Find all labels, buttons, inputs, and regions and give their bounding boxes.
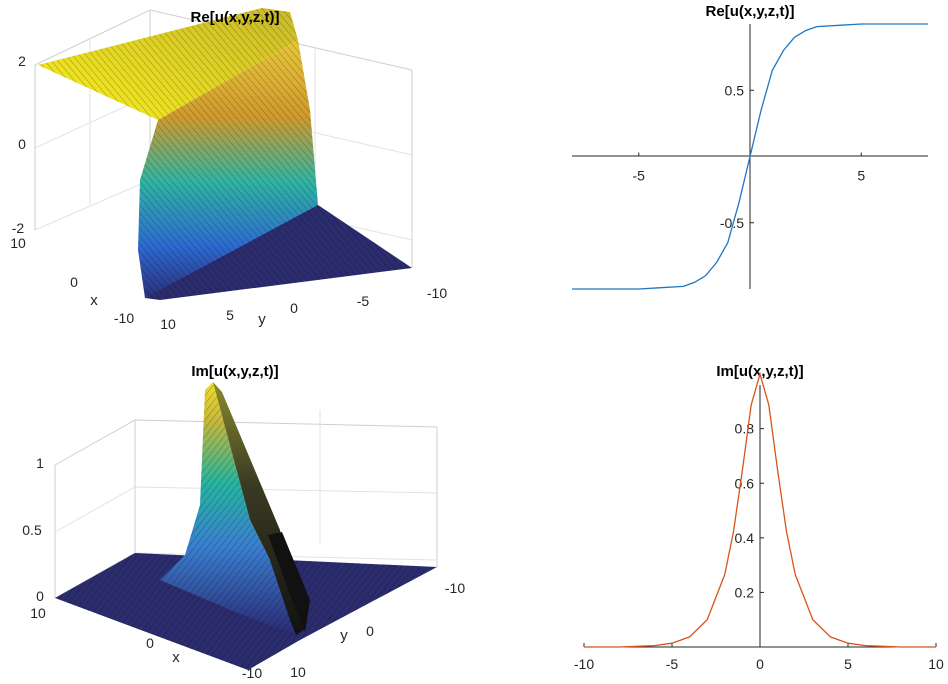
im-surface-xtick: 0 [146, 635, 154, 651]
im-surface-title: Im[u(x,y,z,t)] [191, 363, 278, 380]
re-surface-ztick: 0 [18, 136, 26, 152]
re-surface-ztick: 2 [18, 53, 26, 69]
im-surface-ztick: 0.5 [22, 522, 42, 538]
im-surface-ytick: -10 [445, 580, 465, 596]
im-surface-xtick: -10 [242, 665, 262, 681]
re-surface-plot: Re[u(x,y,z,t)] 2 0 -2 10 0 -10 x 10 5 0 … [10, 8, 447, 332]
im-surface-ytick: 10 [290, 664, 306, 680]
re-surface-ytick: 10 [160, 316, 176, 332]
im-surface-ylabel: y [340, 627, 348, 644]
im-line-xtick: 10 [928, 656, 944, 672]
im-line-xtick: -5 [666, 656, 679, 672]
im-line-xtick: 0 [756, 656, 764, 672]
re-line-plot: Re[u(x,y,z,t)] -5 5 0.5 -0.5 [572, 3, 928, 290]
im-line-xtick: -10 [574, 656, 594, 672]
im-surface-ridge-left-mesh [160, 382, 296, 635]
im-surface-xlabel: x [172, 649, 180, 666]
im-line-ytick: 0.4 [735, 530, 755, 546]
re-line-series [572, 23, 928, 290]
re-line-title: Re[u(x,y,z,t)] [706, 3, 795, 20]
re-surface-ztick: -2 [12, 220, 25, 236]
re-surface-ytick: -5 [357, 293, 370, 309]
im-surface-ztick: 1 [36, 455, 44, 471]
im-line-ytick: 0.6 [735, 475, 755, 491]
re-surface-ytick: 5 [226, 307, 234, 323]
im-line-ytick: 0.8 [735, 421, 755, 437]
im-surface-xtick: 10 [30, 605, 46, 621]
re-surface-floor-mesh [145, 205, 412, 300]
im-surface-ztick: 0 [36, 588, 44, 604]
re-surface-xlabel: x [90, 292, 98, 309]
re-surface-ylabel: y [258, 311, 266, 328]
re-surface-xtick: 10 [10, 235, 26, 251]
im-line-title: Im[u(x,y,z,t)] [716, 363, 803, 380]
re-surface-ytick: -10 [427, 285, 447, 301]
re-line-xtick: 5 [857, 168, 865, 184]
re-surface-ytick: 0 [290, 300, 298, 316]
im-surface-ridge-right [213, 382, 304, 635]
re-surface-title: Re[u(x,y,z,t)] [191, 9, 280, 26]
re-surface-xtick: 0 [70, 274, 78, 290]
im-surface-ridge-tail [268, 532, 310, 632]
re-line-ytick: 0.5 [725, 82, 745, 98]
im-line-xtick: 5 [844, 656, 852, 672]
im-surface-ytick: 0 [366, 623, 374, 639]
im-line-plot: Im[u(x,y,z,t)] -10 -5 0 5 10 0.8 0.6 0.4 0.2 [574, 363, 944, 672]
re-line-xtick: -5 [633, 168, 646, 184]
re-surface-xtick: -10 [114, 310, 134, 326]
im-line-ytick: 0.2 [735, 584, 755, 600]
im-line-series [584, 371, 936, 648]
re-surface-plateau-mesh [38, 8, 298, 120]
im-surface-plot: Im[u(x,y,z,t)] 1 0.5 0 10 0 -10 x 10 0 -… [22, 363, 465, 681]
re-line-ytick: -0.5 [720, 215, 744, 231]
